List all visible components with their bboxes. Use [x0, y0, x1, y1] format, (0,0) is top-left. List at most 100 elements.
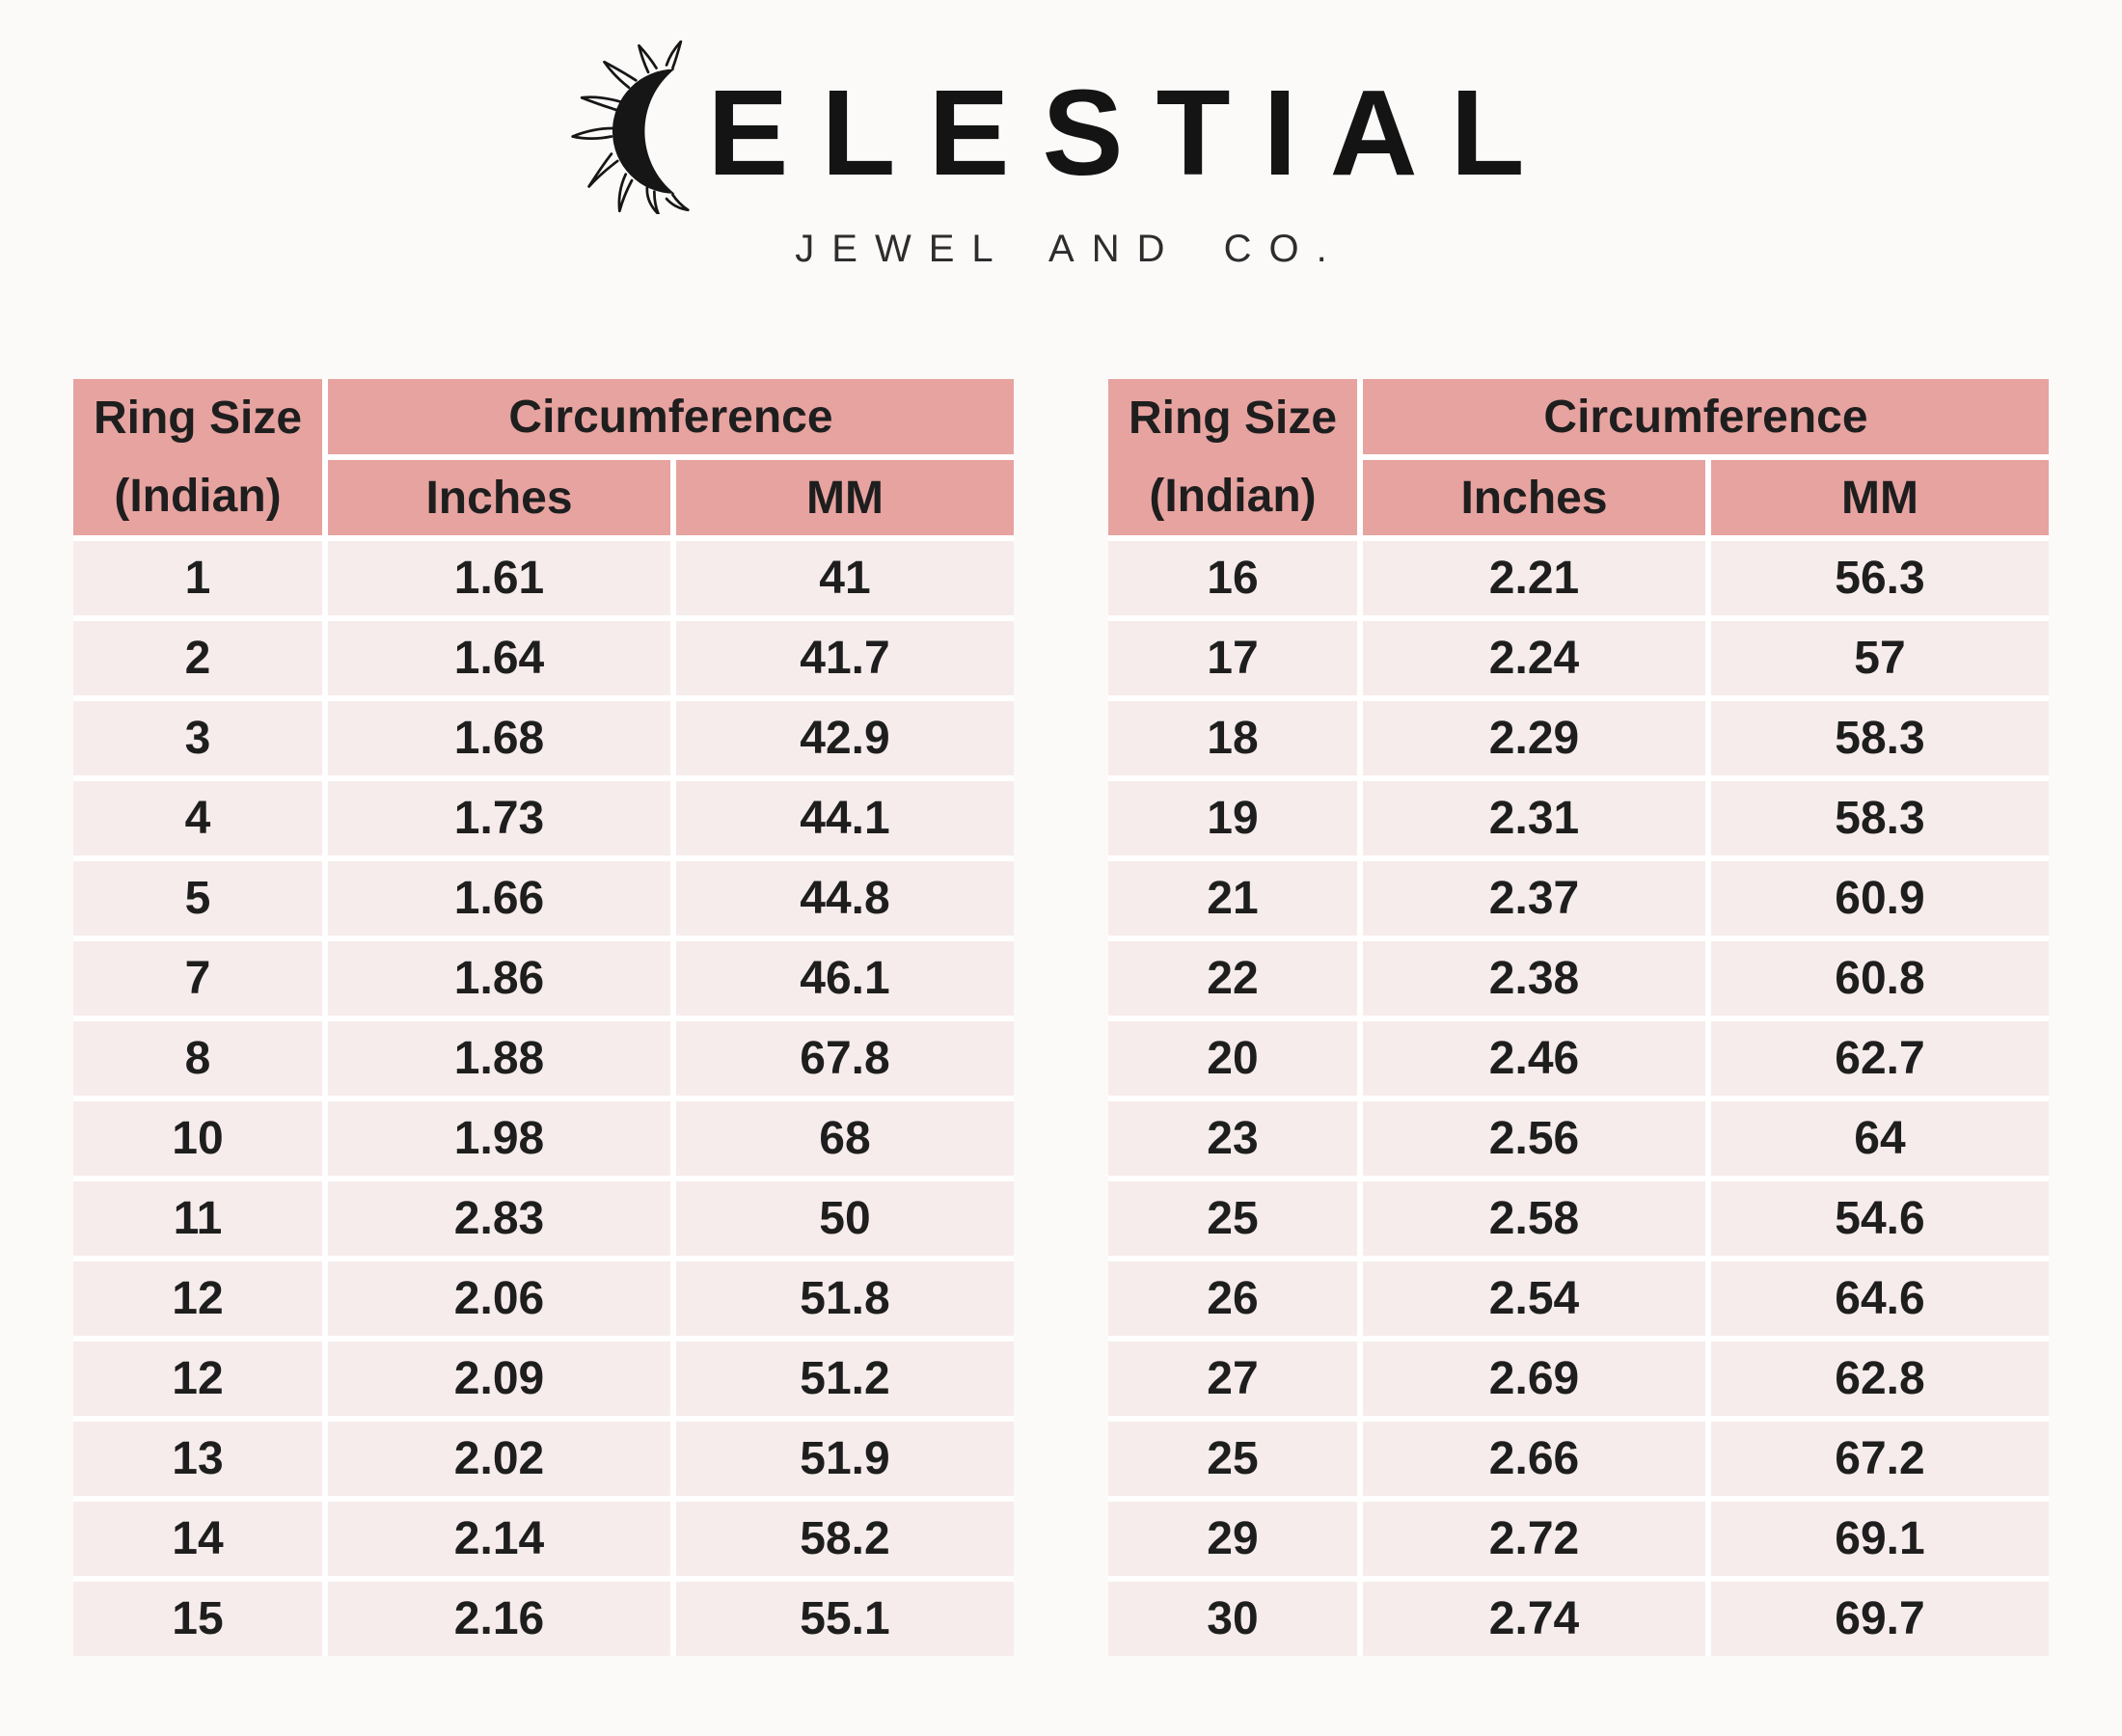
ring-size-cell: 8: [73, 1021, 322, 1096]
mm-cell: 41: [676, 541, 1014, 615]
ring-size-cell: 2: [73, 621, 322, 695]
inches-cell: 2.14: [328, 1502, 670, 1576]
header-inches: Inches: [1363, 460, 1705, 535]
ring-size-cell: 25: [1108, 1422, 1357, 1496]
mm-cell: 42.9: [676, 701, 1014, 775]
ring-size-table-left: Ring Size (Indian) Circumference Inches …: [73, 379, 1014, 1656]
mm-cell: 69.1: [1711, 1502, 2049, 1576]
ring-size-cell: 12: [73, 1342, 322, 1416]
inches-cell: 2.54: [1363, 1261, 1705, 1336]
ring-size-cell: 5: [73, 861, 322, 936]
mm-cell: 54.6: [1711, 1181, 2049, 1256]
mm-cell: 58.3: [1711, 781, 2049, 855]
header-mm: MM: [1711, 460, 2049, 535]
ring-size-cell: 3: [73, 701, 322, 775]
inches-cell: 2.38: [1363, 941, 1705, 1016]
mm-cell: 62.7: [1711, 1021, 2049, 1096]
mm-cell: 60.8: [1711, 941, 2049, 1016]
mm-cell: 51.9: [676, 1422, 1014, 1496]
ring-size-cell: 11: [73, 1181, 322, 1256]
ring-size-cell: 1: [73, 541, 322, 615]
inches-cell: 1.66: [328, 861, 670, 936]
mm-cell: 51.8: [676, 1261, 1014, 1336]
inches-cell: 1.98: [328, 1101, 670, 1176]
mm-cell: 44.1: [676, 781, 1014, 855]
ring-size-cell: 29: [1108, 1502, 1357, 1576]
ring-size-cell: 21: [1108, 861, 1357, 936]
ring-size-cell: 30: [1108, 1582, 1357, 1656]
header-ring-size-line2: (Indian): [114, 471, 282, 522]
mm-cell: 50: [676, 1181, 1014, 1256]
inches-cell: 1.61: [328, 541, 670, 615]
mm-cell: 58.2: [676, 1502, 1014, 1576]
mm-cell: 69.7: [1711, 1582, 2049, 1656]
sun-crescent-icon: [571, 41, 691, 214]
header-ring-size-line1: Ring Size: [93, 393, 303, 444]
mm-cell: 44.8: [676, 861, 1014, 936]
header-ring-size-line2: (Indian): [1149, 471, 1317, 522]
header-ring-size: Ring Size (Indian): [73, 379, 322, 535]
mm-cell: 57: [1711, 621, 2049, 695]
header-circumference: Circumference: [1363, 379, 2049, 454]
inches-cell: 2.72: [1363, 1502, 1705, 1576]
ring-size-cell: 25: [1108, 1181, 1357, 1256]
mm-cell: 58.3: [1711, 701, 2049, 775]
ring-size-cell: 22: [1108, 941, 1357, 1016]
ring-size-cell: 20: [1108, 1021, 1357, 1096]
ring-size-cell: 16: [1108, 541, 1357, 615]
mm-cell: 46.1: [676, 941, 1014, 1016]
header-circumference: Circumference: [328, 379, 1014, 454]
mm-cell: 41.7: [676, 621, 1014, 695]
inches-cell: 2.74: [1363, 1582, 1705, 1656]
inches-cell: 2.21: [1363, 541, 1705, 615]
ring-size-cell: 14: [73, 1502, 322, 1576]
header-ring-size-line1: Ring Size: [1128, 393, 1338, 444]
inches-cell: 2.29: [1363, 701, 1705, 775]
ring-size-cell: 15: [73, 1582, 322, 1656]
mm-cell: 67.8: [676, 1021, 1014, 1096]
inches-cell: 2.46: [1363, 1021, 1705, 1096]
header-inches: Inches: [328, 460, 670, 535]
inches-cell: 2.06: [328, 1261, 670, 1336]
mm-cell: 56.3: [1711, 541, 2049, 615]
inches-cell: 2.09: [328, 1342, 670, 1416]
mm-cell: 55.1: [676, 1582, 1014, 1656]
ring-size-cell: 18: [1108, 701, 1357, 775]
inches-cell: 2.02: [328, 1422, 670, 1496]
inches-cell: 2.24: [1363, 621, 1705, 695]
ring-size-cell: 19: [1108, 781, 1357, 855]
brand-wordmark-text: ELESTIAL: [707, 65, 1558, 201]
ring-size-cell: 26: [1108, 1261, 1357, 1336]
ring-size-cell: 23: [1108, 1101, 1357, 1176]
inches-cell: 2.16: [328, 1582, 670, 1656]
brand-tagline: JEWEL AND CO.: [795, 228, 1345, 270]
ring-size-cell: 12: [73, 1261, 322, 1336]
inches-cell: 2.83: [328, 1181, 670, 1256]
inches-cell: 2.31: [1363, 781, 1705, 855]
mm-cell: 51.2: [676, 1342, 1014, 1416]
ring-size-cell: 13: [73, 1422, 322, 1496]
inches-cell: 2.37: [1363, 861, 1705, 936]
mm-cell: 68: [676, 1101, 1014, 1176]
header-ring-size: Ring Size (Indian): [1108, 379, 1357, 535]
inches-cell: 2.69: [1363, 1342, 1705, 1416]
mm-cell: 64.6: [1711, 1261, 2049, 1336]
inches-cell: 1.68: [328, 701, 670, 775]
mm-cell: 60.9: [1711, 861, 2049, 936]
inches-cell: 2.56: [1363, 1101, 1705, 1176]
inches-cell: 1.73: [328, 781, 670, 855]
mm-cell: 64: [1711, 1101, 2049, 1176]
header-mm: MM: [676, 460, 1014, 535]
ring-size-table-right: Ring Size (Indian) Circumference Inches …: [1108, 379, 2049, 1656]
size-tables: Ring Size (Indian) Circumference Inches …: [0, 379, 2122, 1656]
inches-cell: 1.88: [328, 1021, 670, 1096]
ring-size-cell: 7: [73, 941, 322, 1016]
inches-cell: 2.66: [1363, 1422, 1705, 1496]
mm-cell: 62.8: [1711, 1342, 2049, 1416]
ring-size-cell: 17: [1108, 621, 1357, 695]
ring-size-cell: 10: [73, 1101, 322, 1176]
inches-cell: 1.64: [328, 621, 670, 695]
mm-cell: 67.2: [1711, 1422, 2049, 1496]
ring-size-cell: 27: [1108, 1342, 1357, 1416]
